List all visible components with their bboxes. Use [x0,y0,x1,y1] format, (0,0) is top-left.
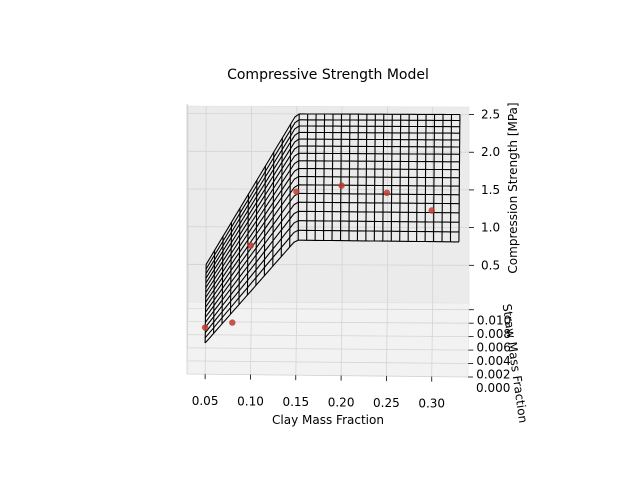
surface-line-y [205,131,460,279]
data-point [383,189,391,196]
data-point [338,182,345,189]
x-tick-label: 0.20 [328,396,355,410]
surface-line-y [205,184,460,313]
surface-line-y [204,210,460,328]
surface-line-y [205,113,460,265]
x-grid-line [431,106,434,377]
surface-line-y [204,239,459,344]
x-tick-label: 0.25 [373,396,400,410]
surface-line-y [205,119,460,270]
surface-line-y [205,145,460,288]
x-axis-label: Clay Mass Fraction [272,413,384,427]
data-point [293,188,300,195]
data-points [201,182,435,331]
tick-marks: 0.05 0.10 0.15 0.20 0.25 0.300.0000.0020.0040… [192,108,512,411]
z-tick-label: 2.5 [481,108,500,122]
data-point [229,319,236,326]
y-tick-label: 0.004 [476,354,510,368]
x-tick-label: 0.05 [192,394,219,408]
grid-lines [186,104,470,378]
data-point [247,242,254,249]
z-tick-label: 0.5 [481,258,500,272]
surface-line-y [205,160,460,298]
surface-line-y [205,125,460,274]
x-grid-line [250,106,252,375]
x-tick-label: 0.15 [282,395,309,409]
floor-pane [186,301,470,378]
y-tick-label: 0.008 [477,327,511,341]
x-grid-line [340,106,343,376]
surface-line-y [204,201,460,323]
surface-line-y [205,167,460,303]
surface-line-y [204,220,460,333]
y-grid-line [187,105,469,311]
surface-mesh [204,113,461,344]
x-tick-label: 0.10 [237,395,264,409]
back-pane [187,105,470,304]
surface-line-y [205,138,460,284]
y-tick-label: 0.000 [476,381,510,395]
y-tick-label: 0.006 [477,341,511,355]
y-tick-label: 0.002 [476,368,510,382]
z-grid-line [186,188,470,219]
z-tick-label: 1.5 [481,183,500,197]
z-grid-line [186,226,470,271]
x-grid-line [386,106,388,377]
data-point [201,324,209,331]
y-tick-label: 0.010 [477,314,511,328]
z-grid-line [186,263,470,323]
data-point [428,207,435,214]
surface-line-y [204,229,459,339]
surface-line-y [205,152,460,293]
chart-title: Compressive Strength Model [227,67,429,83]
z-axis-label: Compression Strength [MPa] [506,102,520,273]
z-tick-label: 1.0 [481,221,500,235]
x-grid-line [295,106,298,376]
z-tick-label: 2.0 [481,145,500,159]
surface-line-y [204,192,460,318]
x-tick-label: 0.30 [418,397,445,411]
